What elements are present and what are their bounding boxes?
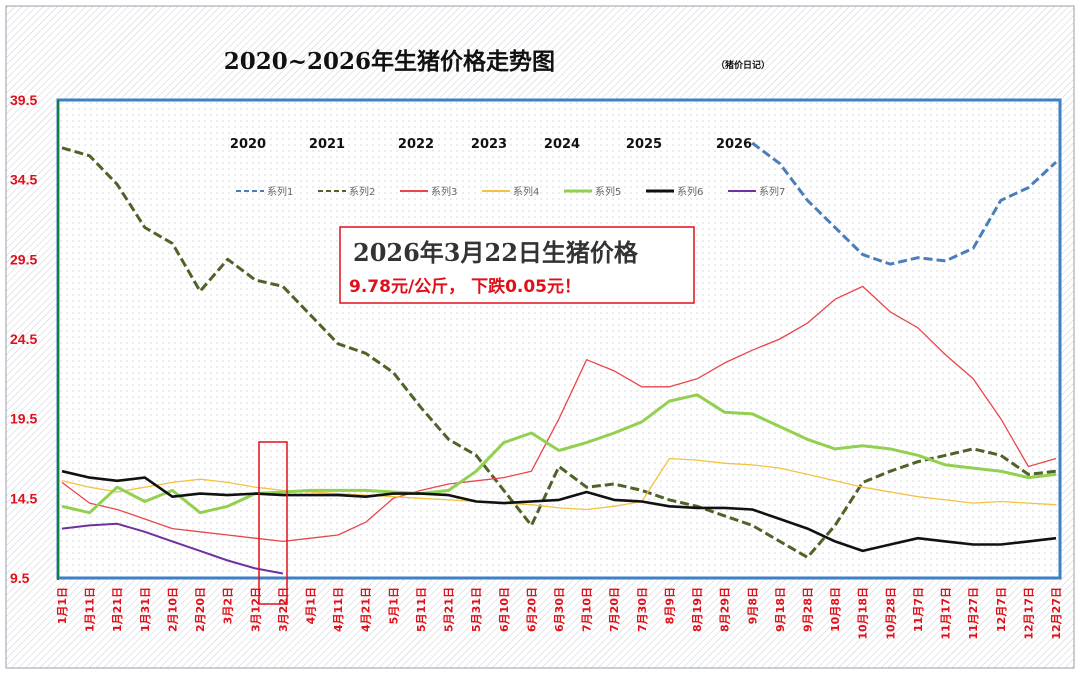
series-line-2023: [61, 457, 1057, 511]
legend: 系列1 系列2 系列3 系列4 系列5 系列6 系列7: [236, 185, 785, 198]
x-tick-label: 9月28日: [802, 587, 815, 632]
legend-item: 系列1: [236, 185, 293, 198]
annotation-box: 2026年3月22日生猪价格 9.78元/公斤， 下跌0.05元！: [339, 226, 695, 304]
y-tick-label: 9.5: [10, 570, 30, 586]
x-tick-label: 12月27日: [1050, 587, 1063, 640]
year-label: 2023: [471, 137, 507, 152]
highlight-box: [258, 441, 288, 605]
legend-item: 系列6: [646, 185, 703, 198]
year-label: 2024: [544, 137, 580, 152]
x-tick-label: 6月20日: [525, 587, 538, 632]
chart-subtitle: （猪价日记）: [716, 59, 770, 71]
x-tick-label: 7月20日: [608, 587, 621, 632]
y-tick-labels: 9.5 14.5 19.5 24.5 29.5 34.5 39.5: [10, 92, 37, 586]
x-tick-label: 3月2日: [222, 587, 235, 624]
x-tick-label: 4月21日: [360, 587, 373, 632]
x-tick-label: 1月21日: [111, 587, 124, 632]
annotation-title: 2026年3月22日生猪价格: [353, 238, 639, 267]
x-tick-label: 1月11日: [84, 587, 97, 632]
legend-item: 系列2: [318, 185, 375, 198]
year-label: 2021: [309, 137, 345, 152]
year-label: 2025: [626, 137, 662, 152]
x-tick-label: 10月8日: [829, 587, 842, 632]
legend-label: 系列1: [267, 185, 293, 198]
legend-label: 系列2: [349, 185, 375, 198]
x-tick-label: 5月1日: [387, 587, 400, 624]
x-tick-label: 4月11日: [332, 587, 345, 632]
x-tick-label: 6月30日: [553, 587, 566, 632]
x-tick-label: 6月10日: [498, 587, 511, 632]
annotation-detail: 9.78元/公斤， 下跌0.05元！: [349, 277, 581, 297]
y-tick-label: 39.5: [10, 92, 37, 108]
year-label: 2020: [230, 137, 266, 152]
x-tick-label: 2月10日: [166, 587, 179, 632]
series-line-2021: [61, 146, 1057, 559]
x-tick-label: 9月8日: [746, 587, 759, 624]
x-tick-label: 1月31日: [139, 587, 152, 632]
x-tick-label: 7月30日: [636, 587, 649, 632]
x-tick-label: 10月28日: [884, 587, 897, 640]
series-line-2020: [751, 141, 1058, 266]
y-tick-label: 34.5: [10, 172, 37, 188]
legend-item: 系列7: [728, 185, 785, 198]
chart-title: 2020~2026年生猪价格走势图: [224, 48, 555, 75]
legend-label: 系列3: [431, 185, 457, 198]
year-labels: 2020 2021 2022 2023 2024 2025 2026: [230, 137, 752, 152]
legend-label: 系列6: [677, 185, 703, 198]
x-tick-label: 4月1日: [305, 587, 318, 624]
series-line-2022: [61, 285, 1057, 543]
legend-label: 系列4: [513, 185, 539, 198]
x-tick-label: 11月27日: [967, 587, 980, 640]
x-tick-label: 7月10日: [581, 587, 594, 632]
x-tick-label: 5月31日: [470, 587, 483, 632]
legend-label: 系列7: [759, 185, 785, 198]
legend-item: 系列4: [482, 185, 539, 198]
x-tick-label: 10月18日: [857, 587, 870, 640]
plot-area: [56, 98, 1062, 580]
x-tick-label: 9月18日: [774, 587, 787, 632]
x-tick-labels: 1月1日 1月11日 1月21日 1月31日 2月10日 2月20日 3月2日 3月12日 3月…: [56, 587, 1063, 640]
series-line-2026: [61, 522, 284, 575]
x-tick-label: 11月17日: [940, 587, 953, 640]
y-tick-label: 14.5: [10, 490, 37, 506]
year-label: 2026: [716, 137, 752, 152]
y-tick-label: 19.5: [10, 411, 37, 427]
x-tick-label: 11月7日: [912, 587, 925, 632]
legend-label: 系列5: [595, 185, 621, 198]
x-tick-label: 8月19日: [691, 587, 704, 632]
y-tick-label: 29.5: [10, 251, 37, 267]
x-tick-label: 12月17日: [1022, 587, 1035, 640]
y-tick-label: 24.5: [10, 331, 37, 347]
series-lines: [61, 141, 1058, 575]
x-tick-label: 2月20日: [194, 587, 207, 632]
x-tick-label: 5月11日: [415, 587, 428, 632]
legend-item: 系列5: [564, 185, 621, 198]
year-label: 2022: [398, 137, 434, 152]
legend-item: 系列3: [400, 185, 457, 198]
x-tick-label: 1月1日: [56, 587, 69, 624]
x-tick-label: 5月21日: [443, 587, 456, 632]
x-tick-label: 8月9日: [663, 587, 676, 624]
x-tick-label: 8月29日: [719, 587, 732, 632]
x-tick-label: 3月22日: [277, 587, 290, 632]
series-line-2024: [61, 393, 1057, 515]
x-tick-label: 12月7日: [995, 587, 1008, 632]
series-line-2025: [61, 469, 1057, 553]
x-tick-label: 3月12日: [249, 587, 262, 632]
